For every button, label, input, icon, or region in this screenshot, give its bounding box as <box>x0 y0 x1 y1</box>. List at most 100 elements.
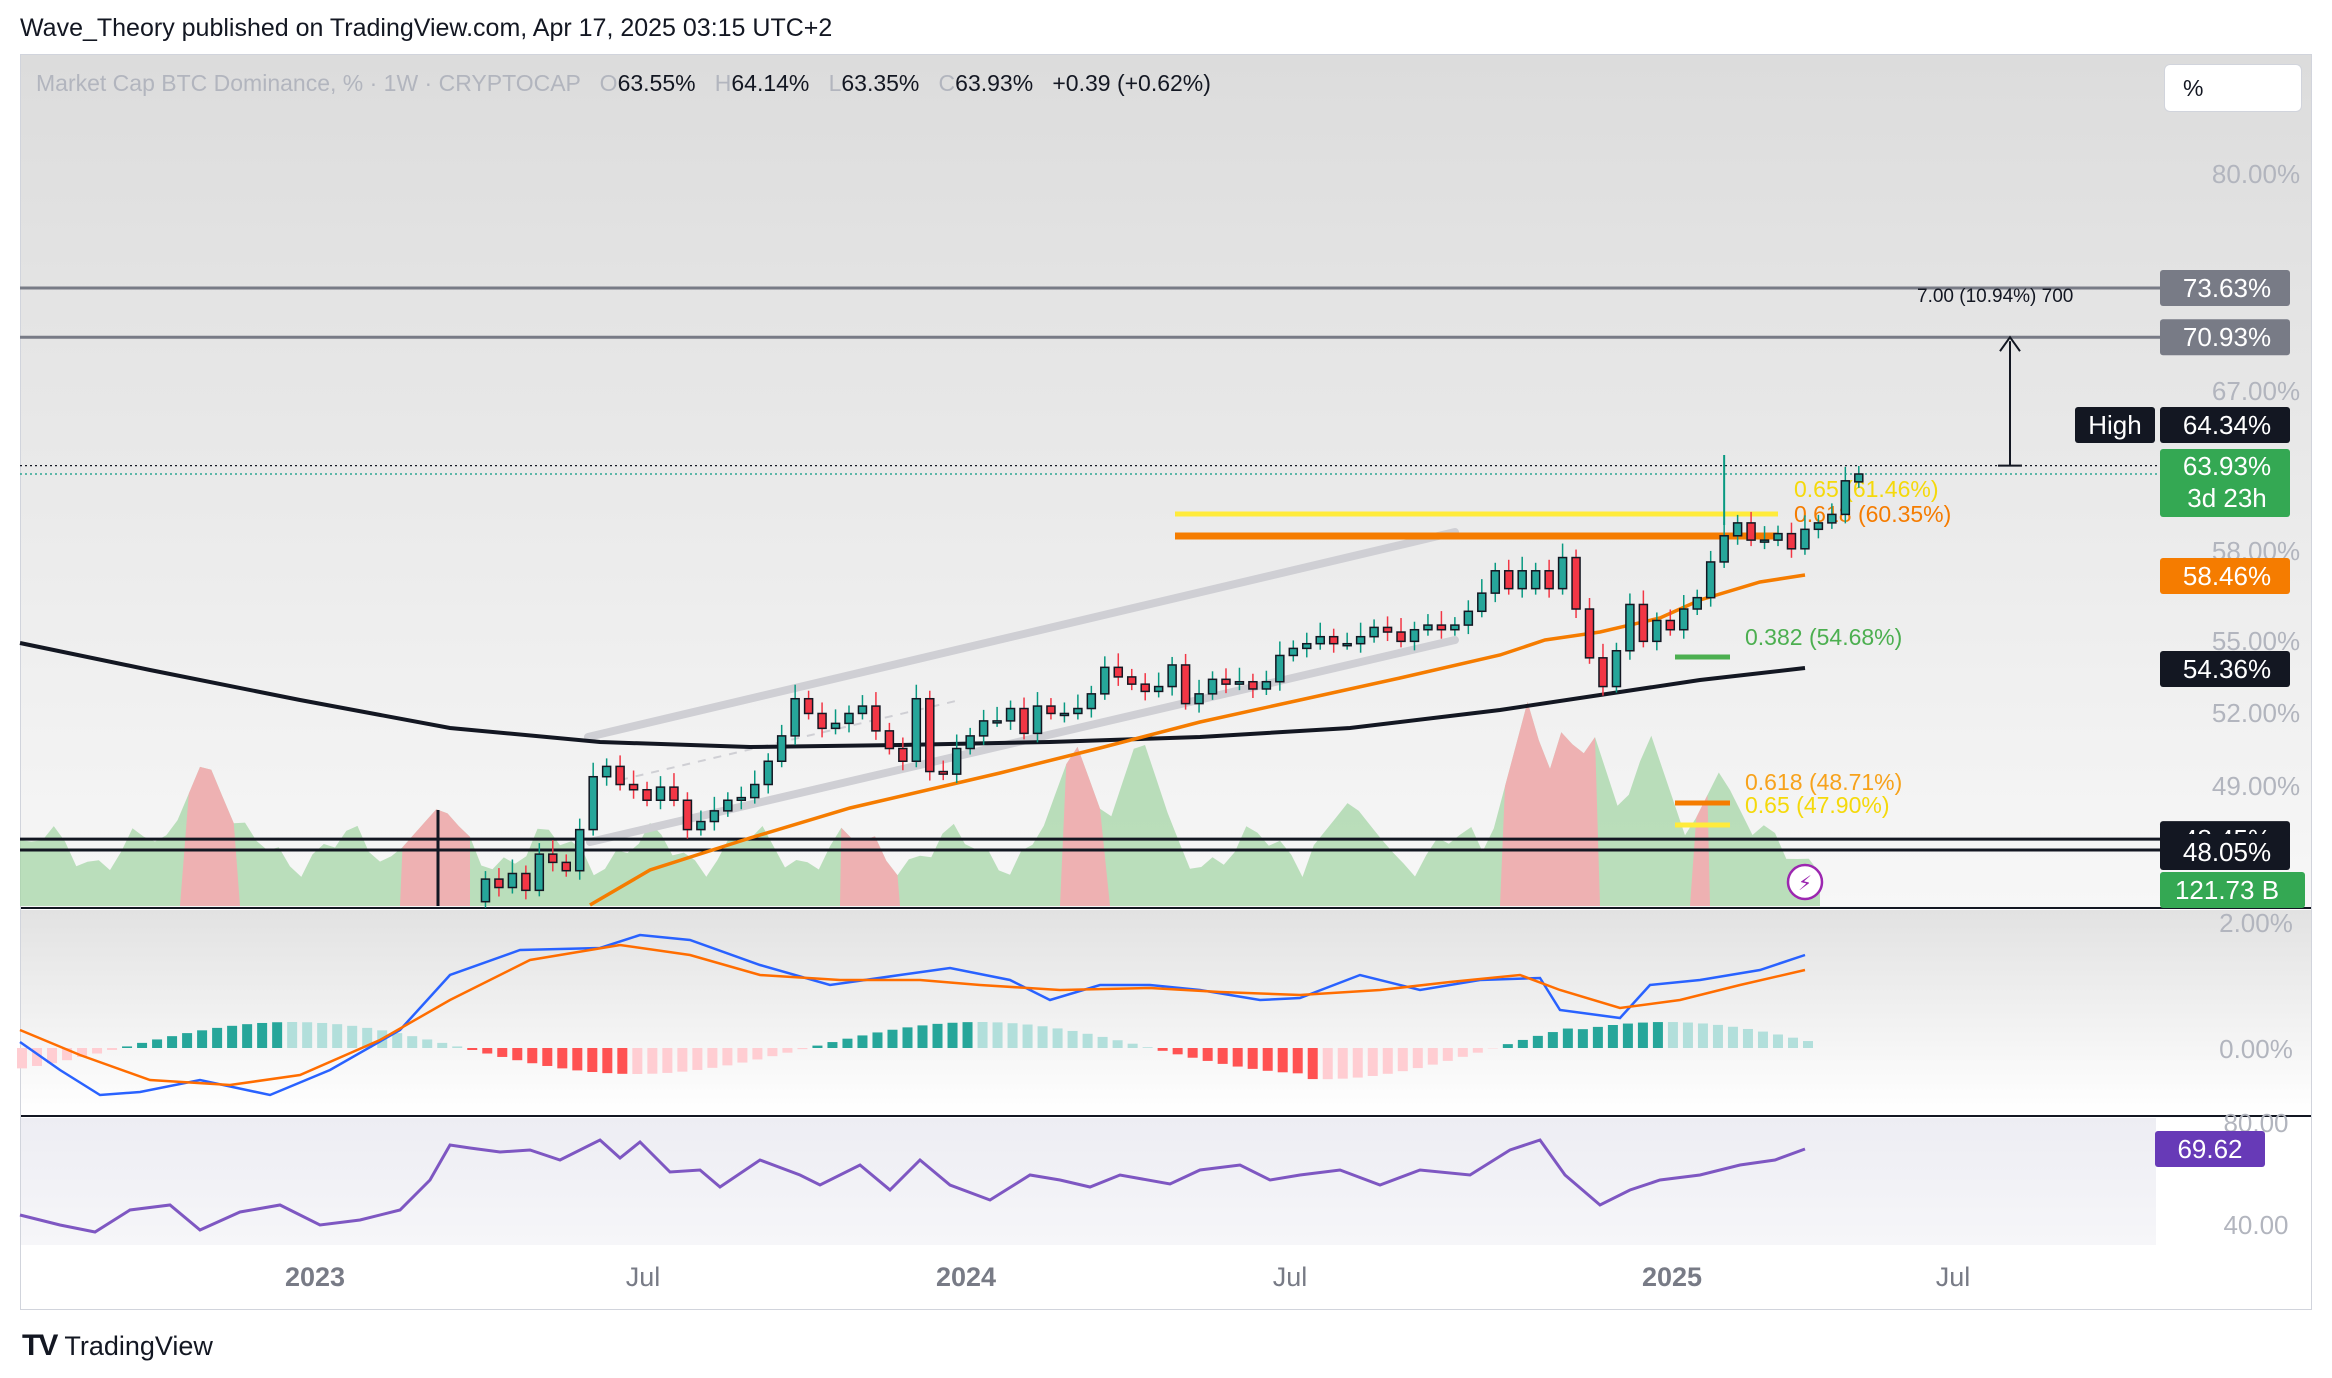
symbol-label[interactable]: Market Cap BTC Dominance, % · 1W · CRYPT… <box>36 70 581 96</box>
high-value: 64.14% <box>731 70 809 96</box>
candle-body <box>697 822 705 830</box>
candle-body <box>1384 627 1392 632</box>
candle-body <box>1074 709 1082 714</box>
macd-histogram-bar <box>272 1022 282 1048</box>
macd-histogram-bar <box>1038 1026 1048 1048</box>
candle-body <box>1262 682 1270 689</box>
candle-body <box>832 723 840 728</box>
macd-histogram-bar <box>512 1048 522 1060</box>
candle-body <box>980 721 988 736</box>
macd-histogram-bar <box>1098 1037 1108 1048</box>
macd-histogram-bar <box>302 1022 312 1048</box>
low-label: L <box>829 70 842 96</box>
ohlc-legend: Market Cap BTC Dominance, % · 1W · CRYPT… <box>36 70 1211 97</box>
price-tick-label: 80.00% <box>2212 159 2300 189</box>
brand-name[interactable]: TradingView <box>64 1331 213 1362</box>
candle-body <box>1343 644 1351 646</box>
rsi-tick-label: 40.00 <box>2223 1210 2288 1240</box>
candle-body <box>549 854 557 862</box>
macd-histogram-bar <box>1563 1029 1573 1048</box>
candle-body <box>953 749 961 775</box>
candle-body <box>522 874 530 891</box>
candle-body <box>1249 682 1257 689</box>
price-tick-label: 52.00% <box>2212 698 2300 728</box>
candle-body <box>764 761 772 784</box>
time-label: 2023 <box>285 1262 345 1292</box>
fib-0382-label: 0.382 (54.68%) <box>1745 624 1902 650</box>
macd-histogram-bar <box>242 1024 252 1048</box>
candle-body <box>1653 620 1661 641</box>
candle-body <box>1518 571 1526 589</box>
scale-percent-button[interactable]: % <box>2164 64 2302 112</box>
macd-histogram-bar <box>1743 1029 1753 1048</box>
marker-ma200: 54.36% <box>2183 654 2271 684</box>
time-axis[interactable]: 2023 Jul 2024 Jul 2025 Jul <box>285 1262 1970 1292</box>
open-value: 63.55% <box>618 70 696 96</box>
macd-histogram-bar <box>1278 1048 1288 1072</box>
candle-body <box>885 731 893 749</box>
candle-body <box>495 879 503 887</box>
candle-body <box>508 874 516 888</box>
candle-body <box>1087 694 1095 709</box>
candle-body <box>562 862 570 870</box>
candle-body <box>845 713 853 723</box>
macd-histogram-bar <box>1233 1048 1243 1067</box>
macd-histogram-bar <box>542 1048 552 1066</box>
fib-065-label: 0.65 (61.46%) <box>1794 476 1938 502</box>
macd-histogram-bar <box>1773 1034 1783 1048</box>
price-tick-label: 49.00% <box>2212 771 2300 801</box>
macd-histogram-bar <box>1653 1022 1663 1048</box>
macd-histogram-bar <box>92 1048 102 1054</box>
macd-histogram-bar <box>1398 1048 1408 1071</box>
macd-histogram-bar <box>1683 1023 1693 1048</box>
macd-histogram-bar <box>422 1039 432 1048</box>
macd-histogram-bar <box>1113 1040 1123 1048</box>
candle-body <box>1478 593 1486 611</box>
tradingview-logo-icon[interactable]: TV <box>22 1329 56 1363</box>
macd-histogram-bar <box>1668 1022 1678 1048</box>
macd-histogram-bar <box>1323 1048 1333 1079</box>
macd-histogram-bar <box>1638 1023 1648 1048</box>
macd-histogram-bar <box>1713 1025 1723 1048</box>
macd-histogram-bar <box>1533 1036 1543 1048</box>
candle-body <box>1451 625 1459 630</box>
candle-body <box>1222 679 1230 684</box>
lightning-glyph: ⚡ <box>1798 873 1812 895</box>
macd-histogram-bar <box>963 1022 973 1048</box>
macd-histogram-bar <box>197 1030 207 1048</box>
candle-body <box>1114 667 1122 677</box>
macd-histogram-bar <box>1158 1048 1168 1051</box>
macd-histogram-bar <box>572 1048 582 1070</box>
candle-body <box>1559 558 1567 589</box>
candle-body <box>1182 665 1190 704</box>
candle-body <box>535 854 543 890</box>
macd-histogram-bar <box>212 1028 222 1048</box>
macd-histogram-bar <box>1353 1048 1363 1078</box>
macd-histogram-bar <box>632 1048 642 1074</box>
macd-histogram-bar <box>17 1048 27 1068</box>
fib-065-low-label: 0.65 (47.90%) <box>1745 792 1889 818</box>
macd-histogram-bar <box>1338 1048 1348 1079</box>
macd-histogram-bar <box>1458 1048 1468 1057</box>
macd-histogram-bar <box>1203 1048 1213 1061</box>
candle-body <box>616 766 624 784</box>
macd-histogram-bar <box>887 1030 897 1048</box>
candle-body <box>1437 625 1445 630</box>
macd-histogram-bar <box>1068 1031 1078 1048</box>
candle-body <box>912 699 920 762</box>
macd-histogram-bar <box>662 1048 672 1073</box>
macd-histogram-bar <box>677 1048 687 1072</box>
macd-histogram-bar <box>1188 1048 1198 1058</box>
macd-histogram-bar <box>1383 1048 1393 1074</box>
candle-body <box>1747 523 1755 540</box>
low-value: 63.35% <box>841 70 919 96</box>
macd-histogram-bar <box>857 1035 867 1048</box>
macd-histogram-bar <box>587 1048 597 1072</box>
macd-histogram-bar <box>647 1048 657 1074</box>
macd-histogram-bar <box>797 1048 807 1049</box>
macd-histogram-bar <box>1698 1023 1708 1048</box>
macd-histogram-bar <box>287 1022 297 1048</box>
macd-histogram-bar <box>933 1024 943 1048</box>
candle-body <box>589 777 597 830</box>
